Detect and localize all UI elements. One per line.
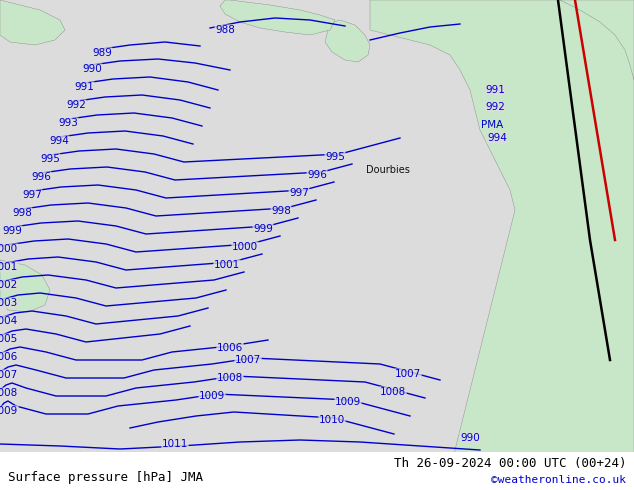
Text: 993: 993: [58, 118, 78, 128]
Text: 1004: 1004: [0, 316, 18, 326]
Text: 992: 992: [66, 100, 86, 110]
Text: 1002: 1002: [0, 280, 18, 290]
Text: Th 26-09-2024 00:00 UTC (00+24): Th 26-09-2024 00:00 UTC (00+24): [394, 457, 626, 470]
Text: 997: 997: [22, 190, 42, 200]
Text: 994: 994: [49, 136, 69, 146]
Text: 994: 994: [487, 133, 507, 143]
Polygon shape: [0, 260, 50, 312]
Text: 988: 988: [215, 25, 235, 35]
Text: 999: 999: [253, 224, 273, 234]
Polygon shape: [0, 0, 65, 45]
Text: 1010: 1010: [319, 415, 345, 425]
Text: 989: 989: [92, 48, 112, 58]
Text: 995: 995: [325, 152, 345, 162]
Text: 999: 999: [2, 226, 22, 236]
Text: 1000: 1000: [0, 244, 18, 254]
Text: 1008: 1008: [380, 387, 406, 397]
Text: 996: 996: [31, 172, 51, 182]
Text: 1003: 1003: [0, 298, 18, 308]
Text: 1006: 1006: [0, 352, 18, 362]
Text: PMA: PMA: [481, 120, 503, 130]
Text: 1009: 1009: [199, 391, 225, 401]
Text: Dourbies: Dourbies: [366, 165, 410, 175]
Bar: [0, 452, 634, 490]
Polygon shape: [220, 0, 335, 35]
Text: 1008: 1008: [0, 388, 18, 398]
Text: 1001: 1001: [0, 262, 18, 272]
Polygon shape: [325, 20, 370, 62]
Text: 997: 997: [289, 188, 309, 198]
Text: 1001: 1001: [214, 260, 240, 270]
Text: 998: 998: [12, 208, 32, 218]
Polygon shape: [370, 0, 634, 490]
Text: Surface pressure [hPa] JMA: Surface pressure [hPa] JMA: [8, 471, 203, 484]
Text: 990: 990: [460, 433, 480, 443]
Text: 1011: 1011: [162, 439, 188, 449]
Text: 991: 991: [74, 82, 94, 92]
Text: ©weatheronline.co.uk: ©weatheronline.co.uk: [491, 475, 626, 485]
Text: 1006: 1006: [217, 343, 243, 353]
Text: 991: 991: [485, 85, 505, 95]
Text: 1008: 1008: [217, 373, 243, 383]
Text: 1009: 1009: [0, 406, 18, 416]
Polygon shape: [560, 0, 634, 80]
Text: 1005: 1005: [0, 334, 18, 344]
Text: 996: 996: [307, 170, 327, 180]
Text: 1000: 1000: [232, 242, 258, 252]
Text: 995: 995: [40, 154, 60, 164]
Text: 990: 990: [82, 64, 102, 74]
Text: 1009: 1009: [335, 397, 361, 407]
Text: 1007: 1007: [0, 370, 18, 380]
Text: 1007: 1007: [235, 355, 261, 365]
Text: 998: 998: [271, 206, 291, 216]
Text: 1007: 1007: [395, 369, 421, 379]
Text: 992: 992: [485, 102, 505, 112]
